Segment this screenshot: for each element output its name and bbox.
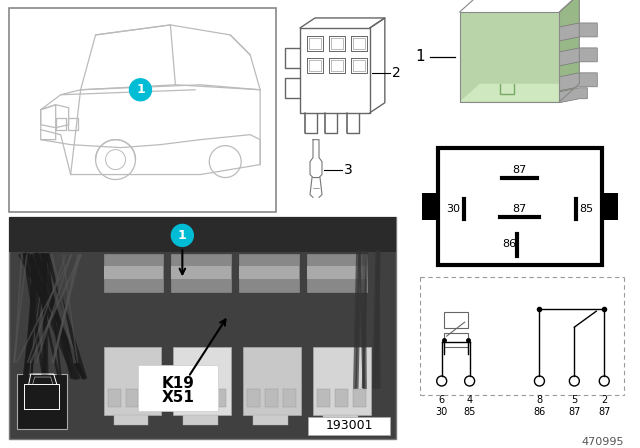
Text: 87: 87 [513,164,527,175]
Polygon shape [460,84,579,102]
Bar [104,347,161,415]
Text: 30: 30 [447,204,461,215]
Bar [247,389,260,407]
Bar [213,389,227,407]
Text: X51: X51 [162,391,195,405]
Text: 4: 4 [467,395,473,405]
Text: 6: 6 [438,395,445,405]
Bar [138,365,218,411]
Text: 86: 86 [533,407,545,417]
Bar [243,347,301,415]
Bar [265,389,278,407]
Bar [172,266,231,279]
Polygon shape [559,88,588,103]
Circle shape [129,79,152,101]
Bar [9,217,396,439]
Bar [125,389,138,407]
Bar [195,389,208,407]
Bar [317,389,330,407]
Bar [438,148,602,265]
Bar [460,12,559,102]
Bar [9,8,276,212]
Bar [353,389,366,407]
Bar [307,254,367,292]
Polygon shape [559,48,597,66]
Polygon shape [559,0,579,102]
Text: 1: 1 [415,49,425,65]
Text: K19: K19 [162,375,195,391]
Bar [444,312,468,328]
Text: 85: 85 [463,407,476,417]
Polygon shape [559,23,597,41]
Bar [422,193,438,220]
Text: 3: 3 [344,163,353,177]
Bar [104,266,163,279]
Bar [183,415,218,425]
Bar [108,389,120,407]
Polygon shape [559,73,597,91]
Bar [602,193,618,220]
Text: 5: 5 [572,395,577,405]
Bar [143,389,156,407]
Text: 87: 87 [598,407,611,417]
Bar [17,374,67,429]
Bar [9,217,396,252]
Bar [104,254,163,292]
Text: 1: 1 [136,83,145,96]
Bar [113,415,148,425]
Text: 30: 30 [436,407,448,417]
Bar [335,389,348,407]
Bar [172,254,231,292]
Bar [323,415,358,425]
Text: 8: 8 [536,395,543,405]
Bar [444,333,468,347]
Bar [308,417,390,435]
Text: 86: 86 [502,239,516,250]
Text: 85: 85 [579,204,593,215]
Text: 87: 87 [568,407,580,417]
Bar [239,254,299,292]
Bar [173,347,231,415]
Text: 1: 1 [178,229,187,242]
Circle shape [172,224,193,246]
Text: 87: 87 [513,204,527,215]
Bar [239,266,299,279]
Bar [253,415,288,425]
Text: 2: 2 [601,395,607,405]
Bar [283,389,296,407]
Text: 2: 2 [392,66,401,80]
Text: 193001: 193001 [325,419,372,432]
Text: 470995: 470995 [582,437,624,447]
Bar [307,266,367,279]
Bar [313,347,371,415]
Bar [177,389,190,407]
